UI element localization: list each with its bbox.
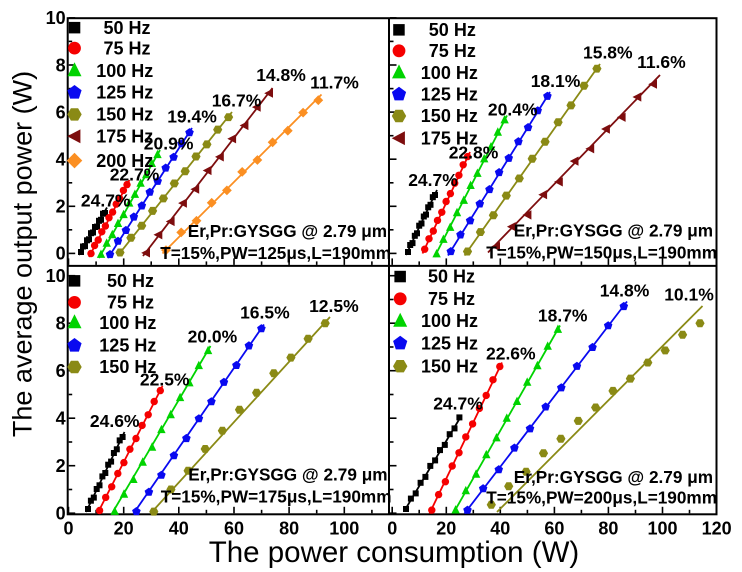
svg-text:11.7%: 11.7% xyxy=(310,73,359,93)
svg-text:100 Hz: 100 Hz xyxy=(421,63,478,83)
svg-text:18.7%: 18.7% xyxy=(538,306,588,326)
svg-text:6: 6 xyxy=(56,102,66,122)
svg-text:T=15%,PW=200μs,L=190mm: T=15%,PW=200μs,L=190mm xyxy=(486,488,717,508)
svg-text:22.7%: 22.7% xyxy=(110,164,160,184)
svg-text:14.8%: 14.8% xyxy=(256,65,306,85)
svg-text:T=15%,PW=150μs,L=190mm: T=15%,PW=150μs,L=190mm xyxy=(486,243,717,263)
svg-text:20.0%: 20.0% xyxy=(188,327,238,347)
svg-text:175 Hz: 175 Hz xyxy=(96,127,153,147)
svg-text:0: 0 xyxy=(56,504,66,524)
svg-text:10: 10 xyxy=(46,8,66,28)
svg-text:20: 20 xyxy=(436,519,456,539)
svg-text:100: 100 xyxy=(329,519,359,539)
svg-text:150 Hz: 150 Hz xyxy=(421,356,478,376)
svg-text:20.4%: 20.4% xyxy=(488,100,538,120)
svg-text:125 Hz: 125 Hz xyxy=(421,334,478,354)
svg-text:125 Hz: 125 Hz xyxy=(421,85,478,105)
svg-text:T=15%,PW=175μs,L=190mm: T=15%,PW=175μs,L=190mm xyxy=(161,487,392,507)
svg-text:8: 8 xyxy=(56,55,66,75)
svg-text:10.1%: 10.1% xyxy=(664,284,714,304)
svg-text:10: 10 xyxy=(46,266,66,286)
svg-text:0: 0 xyxy=(63,519,73,539)
svg-text:Er,Pr:GYSGG @ 2.79 μm: Er,Pr:GYSGG @ 2.79 μm xyxy=(514,221,713,241)
svg-text:6: 6 xyxy=(56,361,66,381)
svg-text:125 Hz: 125 Hz xyxy=(96,83,153,103)
svg-text:Er,Pr:GYSGG @ 2.79 μm: Er,Pr:GYSGG @ 2.79 μm xyxy=(188,221,387,241)
svg-text:Er,Pr:GYSGG @ 2.79 μm: Er,Pr:GYSGG @ 2.79 μm xyxy=(188,465,387,485)
svg-text:80: 80 xyxy=(598,519,618,539)
svg-text:11.6%: 11.6% xyxy=(637,52,686,72)
svg-text:50 Hz: 50 Hz xyxy=(104,18,151,38)
svg-text:24.7%: 24.7% xyxy=(81,191,131,211)
svg-text:150 Hz: 150 Hz xyxy=(99,357,156,377)
svg-text:T=15%,PW=125μs,L=190mm: T=15%,PW=125μs,L=190mm xyxy=(160,243,391,263)
svg-text:100: 100 xyxy=(647,519,677,539)
svg-text:22.5%: 22.5% xyxy=(140,370,190,390)
svg-text:150 Hz: 150 Hz xyxy=(421,106,478,126)
svg-text:19.4%: 19.4% xyxy=(167,107,217,127)
svg-text:175 Hz: 175 Hz xyxy=(421,128,478,148)
svg-text:4: 4 xyxy=(56,150,66,170)
svg-text:125 Hz: 125 Hz xyxy=(99,336,156,356)
svg-text:150 Hz: 150 Hz xyxy=(96,105,153,125)
svg-text:60: 60 xyxy=(544,519,564,539)
svg-text:4: 4 xyxy=(56,409,66,429)
svg-text:16.7%: 16.7% xyxy=(212,90,262,110)
svg-text:100 Hz: 100 Hz xyxy=(421,311,478,331)
svg-text:75 Hz: 75 Hz xyxy=(104,38,151,58)
svg-text:Er,Pr:GYSGG @ 2.79 μm: Er,Pr:GYSGG @ 2.79 μm xyxy=(514,467,713,487)
svg-text:20: 20 xyxy=(114,519,134,539)
svg-text:0: 0 xyxy=(387,519,397,539)
svg-text:15.8%: 15.8% xyxy=(583,43,633,63)
svg-text:18.1%: 18.1% xyxy=(531,71,581,91)
svg-text:100 Hz: 100 Hz xyxy=(99,313,156,333)
svg-text:The average output power (W): The average output power (W) xyxy=(8,71,38,437)
svg-text:100 Hz: 100 Hz xyxy=(96,61,153,81)
svg-text:14.8%: 14.8% xyxy=(600,281,650,301)
svg-text:The power consumption (W): The power consumption (W) xyxy=(209,536,580,569)
svg-text:22.8%: 22.8% xyxy=(449,142,499,162)
svg-text:0: 0 xyxy=(56,244,66,264)
svg-text:75 Hz: 75 Hz xyxy=(428,289,475,309)
svg-text:8: 8 xyxy=(56,314,66,334)
svg-text:50 Hz: 50 Hz xyxy=(429,20,476,40)
svg-text:50 Hz: 50 Hz xyxy=(428,267,475,287)
svg-text:80: 80 xyxy=(279,519,299,539)
svg-text:2: 2 xyxy=(56,456,66,476)
svg-text:60: 60 xyxy=(224,519,244,539)
svg-text:50 Hz: 50 Hz xyxy=(107,271,154,291)
svg-text:22.6%: 22.6% xyxy=(486,344,536,364)
svg-text:16.5%: 16.5% xyxy=(240,303,290,323)
svg-text:40: 40 xyxy=(490,519,510,539)
svg-text:200 Hz: 200 Hz xyxy=(96,151,153,171)
svg-text:24.7%: 24.7% xyxy=(433,393,483,413)
svg-text:24.7%: 24.7% xyxy=(408,170,458,190)
svg-text:2: 2 xyxy=(56,197,66,217)
svg-text:40: 40 xyxy=(169,519,189,539)
svg-text:120: 120 xyxy=(702,519,732,539)
svg-text:20.9%: 20.9% xyxy=(144,134,194,154)
svg-text:24.6%: 24.6% xyxy=(90,411,140,431)
svg-text:75 Hz: 75 Hz xyxy=(107,293,154,313)
svg-text:75 Hz: 75 Hz xyxy=(429,41,476,61)
svg-text:12.5%: 12.5% xyxy=(309,296,359,316)
